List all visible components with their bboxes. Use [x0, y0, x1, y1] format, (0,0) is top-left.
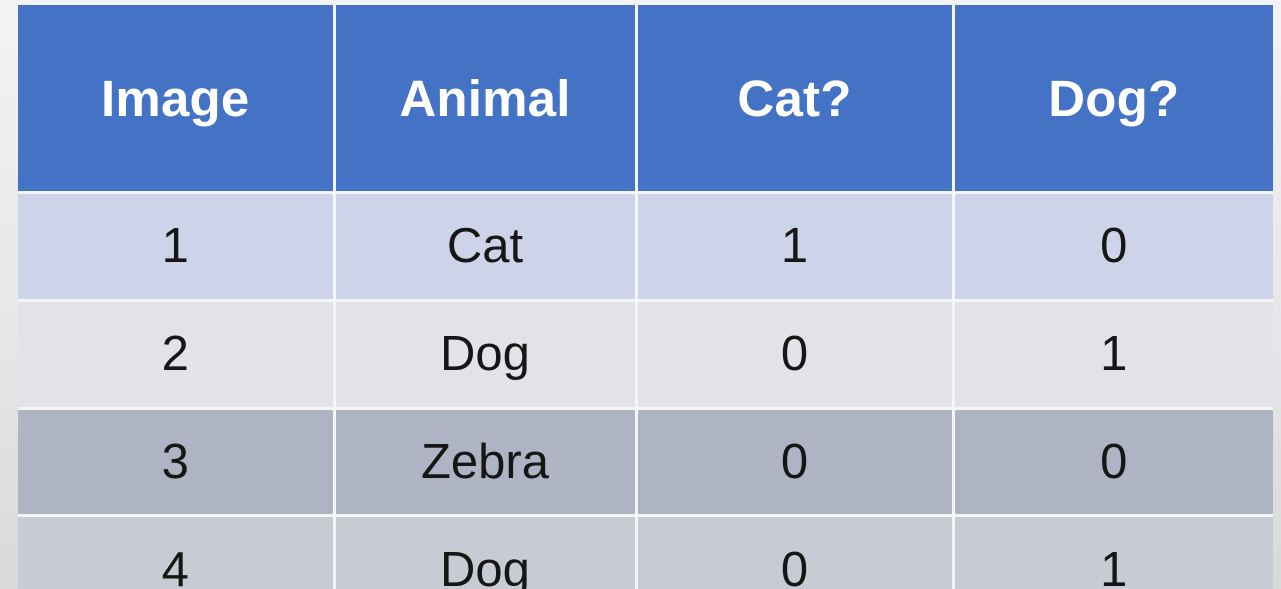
- cell-image: 3: [18, 408, 334, 516]
- header-animal: Animal: [334, 5, 636, 193]
- table-row: 2 Dog 0 1: [18, 300, 1273, 408]
- cell-image: 2: [18, 300, 334, 408]
- cell-animal: Dog: [334, 300, 636, 408]
- cell-cat: 1: [636, 193, 953, 301]
- cell-dog: 0: [953, 408, 1273, 516]
- header-image: Image: [18, 5, 334, 193]
- cell-image: 4: [18, 516, 334, 589]
- one-hot-table-container: Image Animal Cat? Dog? 1 Cat 1 0 2 Dog 0: [18, 5, 1273, 589]
- table-row: 3 Zebra 0 0: [18, 408, 1273, 516]
- cell-image: 1: [18, 193, 334, 301]
- cell-dog: 0: [953, 193, 1273, 301]
- table-row: 4 Dog 0 1: [18, 516, 1273, 589]
- cell-dog: 1: [953, 516, 1273, 589]
- cell-cat: 0: [636, 300, 953, 408]
- table-header: Image Animal Cat? Dog?: [18, 5, 1273, 193]
- header-dog: Dog?: [953, 5, 1273, 193]
- cell-cat: 0: [636, 408, 953, 516]
- cell-animal: Zebra: [334, 408, 636, 516]
- table-body: 1 Cat 1 0 2 Dog 0 1 3 Zebra 0 0: [18, 193, 1273, 589]
- header-row: Image Animal Cat? Dog?: [18, 5, 1273, 193]
- header-cat: Cat?: [636, 5, 953, 193]
- one-hot-table: Image Animal Cat? Dog? 1 Cat 1 0 2 Dog 0: [18, 5, 1273, 589]
- cell-cat: 0: [636, 516, 953, 589]
- table-row: 1 Cat 1 0: [18, 193, 1273, 301]
- cell-animal: Cat: [334, 193, 636, 301]
- cell-animal: Dog: [334, 516, 636, 589]
- cell-dog: 1: [953, 300, 1273, 408]
